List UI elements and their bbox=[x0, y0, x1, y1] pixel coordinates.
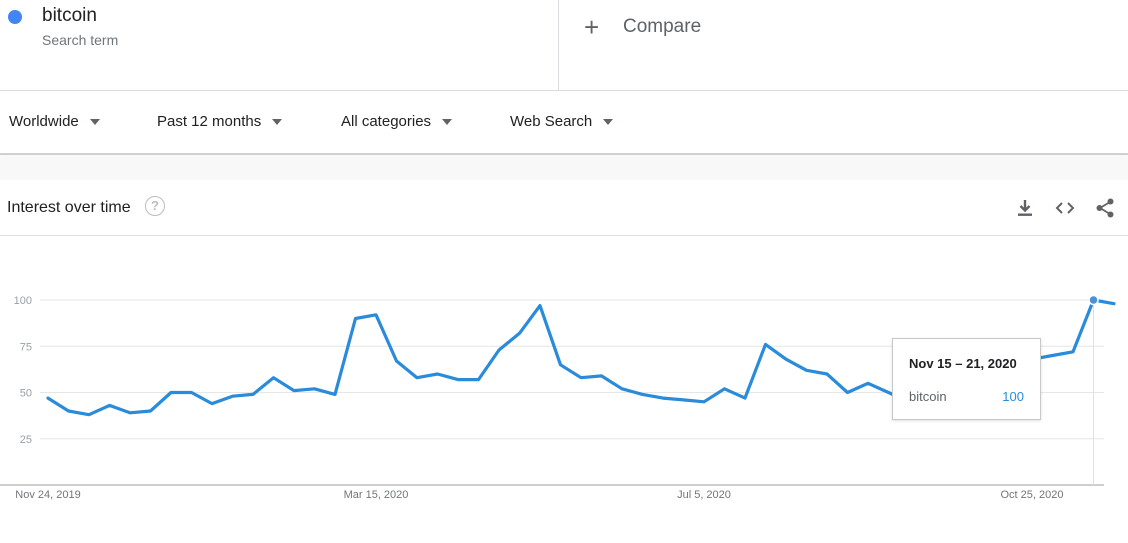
caret-down-icon bbox=[89, 118, 100, 125]
y-tick-label: 100 bbox=[14, 295, 32, 307]
caret-down-icon bbox=[603, 118, 614, 125]
search-term-subtitle: Search term bbox=[42, 32, 119, 48]
chart-tooltip: Nov 15 – 21, 2020 bitcoin 100 bbox=[892, 338, 1041, 420]
line-chart-svg: 25 50 75 100 Nov 24, 2019 Mar 15, 2020 Jul 5, … bbox=[0, 294, 1116, 501]
y-tick-label: 75 bbox=[20, 341, 32, 353]
tooltip-value: 100 bbox=[1002, 389, 1024, 404]
x-tick-label: Mar 15, 2020 bbox=[344, 489, 409, 501]
category-dropdown-label: All categories bbox=[341, 113, 432, 130]
interest-over-time-header: Interest over time ? bbox=[0, 180, 1128, 236]
x-tick-label: Oct 25, 2020 bbox=[1001, 489, 1064, 501]
term-color-dot bbox=[8, 10, 22, 24]
region-dropdown[interactable]: Worldwide bbox=[9, 113, 100, 130]
caret-down-icon bbox=[272, 118, 283, 125]
time-range-dropdown-label: Past 12 months bbox=[157, 113, 262, 130]
category-dropdown[interactable]: All categories bbox=[341, 113, 453, 130]
tooltip-date: Nov 15 – 21, 2020 bbox=[909, 356, 1017, 371]
highlight-point bbox=[1088, 294, 1099, 306]
region-dropdown-label: Worldwide bbox=[9, 113, 79, 130]
section-separator bbox=[0, 157, 1128, 180]
compare-label: Compare bbox=[623, 16, 702, 37]
download-icon[interactable] bbox=[1014, 197, 1036, 219]
compare-button[interactable]: + Compare bbox=[584, 14, 701, 40]
caret-down-icon bbox=[442, 118, 453, 125]
plus-icon: + bbox=[584, 12, 600, 42]
search-term-name[interactable]: bitcoin bbox=[42, 5, 97, 26]
y-tick-label: 25 bbox=[20, 434, 32, 446]
x-tick-label: Jul 5, 2020 bbox=[677, 489, 731, 501]
x-tick-label: Nov 24, 2019 bbox=[15, 489, 80, 501]
embed-code-icon[interactable] bbox=[1054, 197, 1076, 219]
y-tick-label: 50 bbox=[20, 388, 32, 400]
search-type-dropdown-label: Web Search bbox=[510, 113, 593, 130]
time-range-dropdown[interactable]: Past 12 months bbox=[157, 113, 283, 130]
card-title: Interest over time bbox=[7, 199, 131, 216]
search-term-card[interactable]: bitcoin Search term bbox=[0, 0, 559, 90]
tooltip-term: bitcoin bbox=[909, 389, 947, 404]
share-icon[interactable] bbox=[1094, 197, 1116, 219]
help-icon[interactable]: ? bbox=[145, 196, 165, 216]
filters-bar: Worldwide Past 12 months All categories … bbox=[0, 91, 1128, 155]
search-terms-bar: bitcoin Search term + Compare bbox=[0, 0, 1128, 91]
search-type-dropdown[interactable]: Web Search bbox=[510, 113, 614, 130]
interest-over-time-chart[interactable]: 25 50 75 100 Nov 24, 2019 Mar 15, 2020 Jul 5, … bbox=[0, 236, 1128, 543]
